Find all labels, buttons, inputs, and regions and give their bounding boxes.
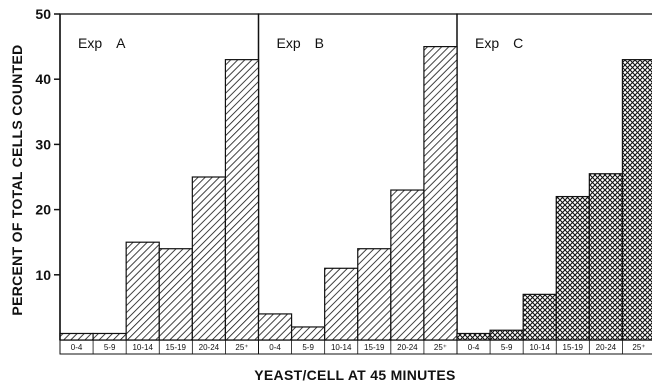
y-axis-title: PERCENT OF TOTAL CELLS COUNTED [9,44,25,315]
bar-a-0-4 [59,332,94,341]
category-label-a-20-24: 20-24 [199,343,220,352]
category-label-c-25⁺: 25⁺ [632,343,645,352]
y-tick-label-40: 40 [35,71,51,87]
category-label-a-5-9: 5-9 [104,343,116,352]
category-label-c-15-19: 15-19 [563,343,584,352]
y-tick-label-10: 10 [35,267,51,283]
category-label-c-10-14: 10-14 [529,343,550,352]
bar-c-25⁺ [621,59,652,341]
bar-b-10-14 [324,267,359,341]
category-label-a-25⁺: 25⁺ [235,343,248,352]
category-label-c-20-24: 20-24 [596,343,617,352]
bar-c-15-19 [555,195,590,341]
bar-b-15-19 [357,248,392,341]
bars-layer [59,45,652,341]
category-label-b-0-4: 0-4 [269,343,281,352]
category-label-c-0-4: 0-4 [468,343,480,352]
panel-label-b: Exp B [277,35,324,51]
bar-b-20-24 [390,189,425,341]
x-axis-category-labels: 0-4 5-9 10-14 15-19 20-24 25⁺ 0-4 5-9 10-14 15-19… [59,339,652,355]
category-label-b-5-9: 5-9 [302,343,314,352]
category-label-b-20-24: 20-24 [397,343,418,352]
bar-c-10-14 [522,293,557,341]
bar-a-15-19 [158,248,193,341]
bar-a-10-14 [125,241,160,341]
bar-a-20-24 [191,176,227,341]
panel-label-c: Exp C [475,35,523,51]
category-label-a-0-4: 0-4 [71,343,83,352]
bar-b-25⁺ [423,45,458,341]
category-label-c-5-9: 5-9 [501,343,513,352]
category-label-b-10-14: 10-14 [331,343,352,352]
category-label-a-15-19: 15-19 [166,343,187,352]
bar-b-0-4 [257,313,293,341]
y-axis: 10 20 30 40 50 [35,6,61,340]
bar-a-5-9 [92,332,127,341]
category-label-a-10-14: 10-14 [132,343,153,352]
y-tick-label-20: 20 [35,202,51,218]
bar-c-5-9 [489,329,524,341]
category-label-b-25⁺: 25⁺ [434,343,447,352]
bar-c-0-4 [456,332,491,341]
category-label-b-15-19: 15-19 [364,343,385,352]
bar-c-20-24 [588,173,624,341]
bar-a-25⁺ [224,59,260,341]
bar-b-5-9 [290,326,326,341]
x-axis-title: YEAST/CELL AT 45 MINUTES [254,367,455,383]
panel-label-a: Exp A [78,35,126,51]
y-tick-label-30: 30 [35,136,51,152]
y-tick-label-50: 50 [35,6,51,22]
